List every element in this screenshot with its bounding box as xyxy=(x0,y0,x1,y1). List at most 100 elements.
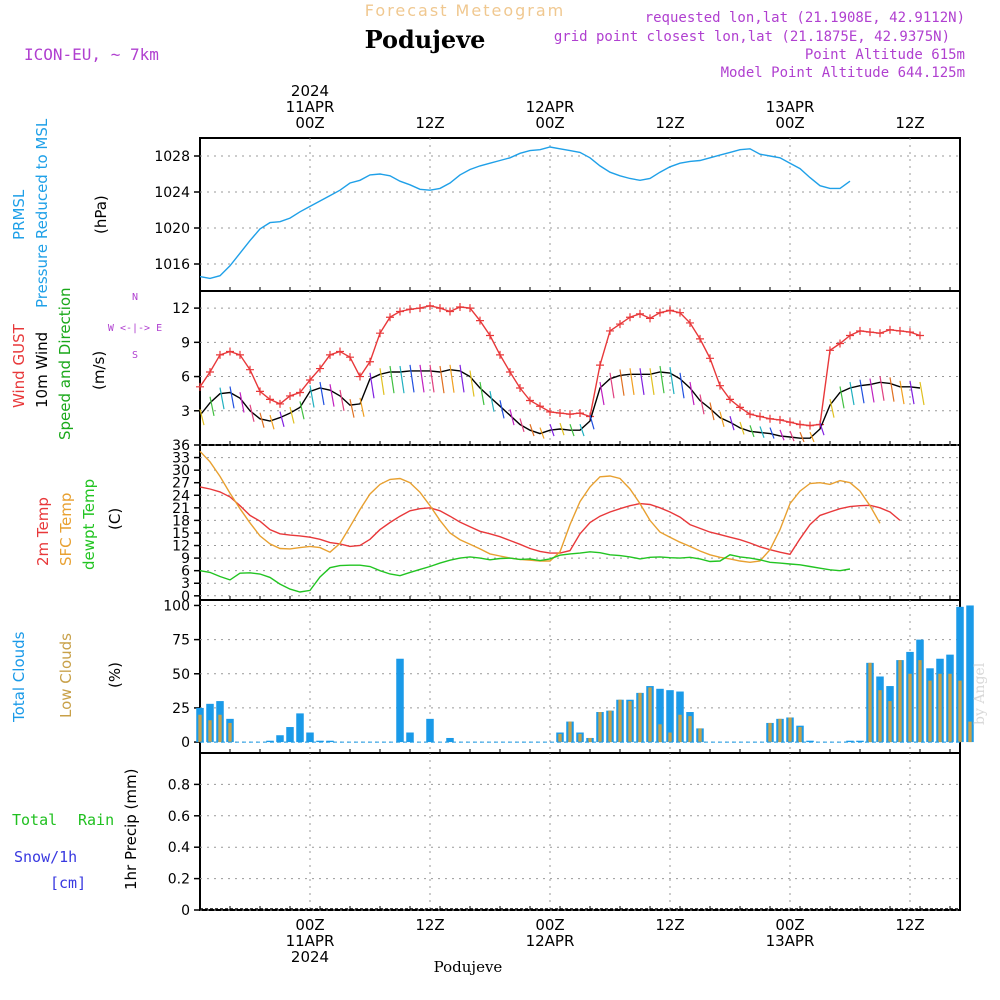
wind-arrow xyxy=(629,368,635,395)
gust-point xyxy=(576,409,584,418)
gust-point xyxy=(396,307,404,316)
snow-unit-label: [cm] xyxy=(50,874,86,892)
gust-point xyxy=(486,331,494,340)
wind-arrow xyxy=(739,421,745,435)
gust-point xyxy=(796,420,804,429)
wind-arrow xyxy=(339,389,345,411)
time-axis-label: 13APR xyxy=(766,98,815,116)
wind-arrow xyxy=(619,369,625,396)
wind-arrow xyxy=(809,431,815,443)
time-axis-label: 12APR xyxy=(526,932,575,950)
low-cloud-bar xyxy=(208,720,212,743)
gust-point xyxy=(406,305,414,314)
wind-arrow xyxy=(749,425,755,438)
y-tick-label: 100 xyxy=(163,598,190,614)
low-cloud-bar xyxy=(898,660,902,743)
wind-arrow xyxy=(879,376,885,401)
gust-point xyxy=(426,301,434,310)
y-tick-label: 0.4 xyxy=(168,840,190,856)
low-cloud-bar xyxy=(618,699,622,743)
total-cloud-bar xyxy=(426,718,434,743)
low-cloud-bar xyxy=(868,662,872,743)
wind-arrow xyxy=(549,423,555,437)
y-tick-label: 0 xyxy=(181,589,190,605)
total-cloud-bar xyxy=(406,732,414,743)
total-cloud-bar xyxy=(956,606,964,743)
wind-arrow xyxy=(489,390,495,412)
wind-arrow xyxy=(759,426,765,438)
low-cloud-bar xyxy=(588,737,592,743)
wind-speed-dir-label: Speed and Direction xyxy=(56,287,74,440)
low-cloud-bar xyxy=(628,701,632,743)
time-axis-label: 11APR xyxy=(286,932,335,950)
wind-arrow xyxy=(449,364,455,393)
panel-frame xyxy=(199,444,961,601)
gust-point xyxy=(756,412,764,421)
low-cloud-bar xyxy=(798,727,802,743)
low-cloud-bar xyxy=(558,733,562,743)
total-cloud-bar xyxy=(296,713,304,743)
wind-arrow xyxy=(899,380,905,405)
gust-point xyxy=(526,396,534,405)
temperature-side-labels: 2m Temp SFC Temp dewpt Temp (C) xyxy=(34,479,124,570)
gust-point xyxy=(726,395,734,404)
low-cloud-bar xyxy=(878,690,882,743)
wind-arrow xyxy=(209,396,215,417)
y-tick-label: 0.6 xyxy=(168,809,190,825)
y-tick-label: 1024 xyxy=(154,185,190,201)
gust-point xyxy=(676,308,684,317)
wind-arrow xyxy=(329,384,335,407)
model-altitude: Model Point Altitude 644.125m xyxy=(721,65,965,81)
wind-arrow xyxy=(239,392,245,413)
wind-arrow xyxy=(379,368,385,395)
gust-point xyxy=(896,326,904,335)
time-axis-label: 12Z xyxy=(415,916,444,934)
gust-point xyxy=(626,313,634,322)
gust-point xyxy=(386,313,394,322)
gust-point xyxy=(646,314,654,323)
gust-point xyxy=(746,410,754,419)
wind-arrow xyxy=(849,381,855,406)
total-cloud-bar xyxy=(266,740,274,743)
wind-unit: (m/s) xyxy=(90,351,108,390)
gust-point xyxy=(546,407,554,416)
wind-arrow xyxy=(719,411,725,427)
gust-point xyxy=(256,387,264,396)
wind-arrow xyxy=(529,423,535,437)
gust-point xyxy=(456,302,464,311)
wind-arrow xyxy=(279,411,285,427)
pressure-side-labels: PRMSL Pressure Reduced to MSL (hPa) xyxy=(10,118,110,308)
gust-point xyxy=(506,367,514,376)
wind-arrow xyxy=(349,398,355,418)
wind-gust-label: Wind GUST xyxy=(10,323,28,408)
total-cloud-bar xyxy=(966,605,974,743)
time-axis-label: 12Z xyxy=(655,114,684,132)
gust-point xyxy=(226,347,234,356)
location-title: Podujeve xyxy=(365,25,486,54)
model-label: ICON-EU, ~ 7km xyxy=(24,45,159,64)
wind-arrow xyxy=(689,381,695,406)
wind-arrow xyxy=(589,414,595,430)
low-cloud-bar xyxy=(958,680,962,743)
y-tick-label: 30 xyxy=(172,463,190,479)
low-cloud-bar xyxy=(928,680,932,743)
y-tick-label: 50 xyxy=(172,667,190,683)
point-altitude: Point Altitude 615m xyxy=(805,47,965,63)
wind-arrow xyxy=(309,385,315,408)
gust-point xyxy=(466,304,474,313)
wind-side-labels: Wind GUST 10m Wind Speed and Direction (… xyxy=(10,287,162,440)
y-tick-label: 1016 xyxy=(154,257,190,273)
gust-point xyxy=(296,388,304,397)
wind-arrow xyxy=(369,372,375,399)
wind-arrow xyxy=(509,409,515,426)
wind-panel: 3 6 9 12 xyxy=(172,290,961,446)
y-tick-label: 12 xyxy=(172,301,190,317)
panel-frame xyxy=(199,752,961,911)
gust-point xyxy=(766,414,774,423)
gust-point xyxy=(376,329,384,338)
credit-watermark: by Angel xyxy=(972,662,988,725)
gust-point xyxy=(316,364,324,373)
